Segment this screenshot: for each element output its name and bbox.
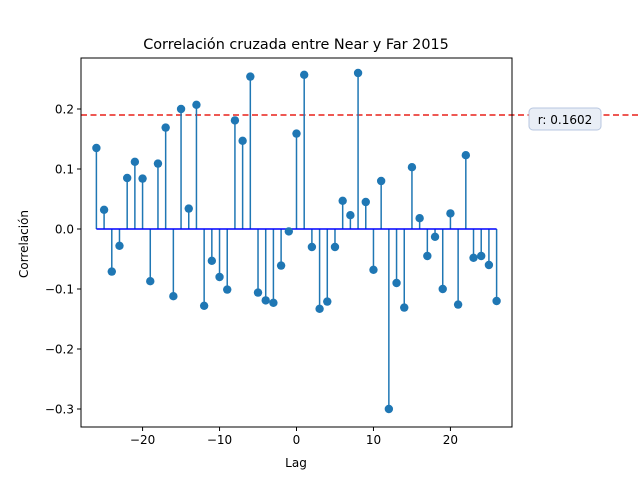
x-tick-label: −20 (130, 433, 155, 447)
y-tick-label: 0.1 (55, 163, 74, 177)
stem-marker (307, 242, 317, 252)
stem-marker (415, 214, 424, 223)
stem-marker (207, 256, 217, 265)
stem-marker (107, 267, 116, 276)
stem-marker (299, 70, 309, 80)
x-tick-label: 10 (366, 433, 381, 447)
stem-marker (492, 296, 501, 306)
stem-marker (122, 173, 132, 183)
stem-marker (130, 157, 140, 166)
stem-marker (184, 204, 193, 213)
plot-area (81, 68, 640, 414)
stem-marker (192, 100, 201, 110)
stem-marker (284, 227, 294, 236)
stem-marker (469, 253, 478, 262)
stem-marker (392, 278, 401, 288)
axes-frame (80, 57, 513, 428)
stem-marker (446, 209, 455, 218)
stem-marker (223, 285, 232, 294)
stem-marker (146, 277, 155, 286)
x-tick-label: −10 (207, 433, 232, 447)
stem-marker (346, 211, 355, 220)
threshold-badge: r: 0.1602 (528, 107, 602, 131)
stem-marker (477, 251, 486, 261)
stem-marker (453, 300, 463, 309)
stem-marker (261, 296, 270, 305)
stem-marker (430, 232, 440, 241)
x-tick-label: 0 (293, 433, 301, 447)
stem-marker (407, 163, 417, 172)
stem-marker (338, 196, 347, 205)
stem-marker (215, 272, 224, 282)
stem-marker (115, 241, 124, 250)
stem-marker (199, 301, 209, 310)
threshold-badge-text: r: 0.1602 (538, 113, 593, 127)
stem-marker (376, 176, 386, 186)
threshold-badge-box (528, 107, 602, 131)
y-tick-label: −0.2 (45, 343, 74, 357)
stem-marker (230, 116, 240, 125)
stem-marker (292, 129, 301, 138)
stem-marker (176, 104, 186, 114)
stem-marker (99, 205, 109, 214)
stem-marker (323, 297, 332, 306)
y-tick-label: 0.2 (55, 103, 74, 117)
stem-marker (361, 197, 370, 207)
stem-marker (384, 404, 394, 414)
stem-marker (315, 304, 324, 313)
stem-marker (138, 174, 147, 183)
stem-marker (276, 261, 286, 270)
stem-marker (330, 242, 340, 252)
stem-marker (438, 284, 447, 294)
y-tick-label: 0.0 (55, 223, 74, 237)
x-tick-label: 20 (443, 433, 458, 447)
stem-marker (269, 298, 278, 307)
chart-title: Correlación cruzada entre Near y Far 201… (143, 37, 449, 53)
stem-marker (400, 303, 409, 312)
axes: −20 −10 0 10 20 −0.3 −0.2 −0.1 0.0 0.1 0.2 (45, 57, 513, 447)
stem-marker (246, 72, 255, 81)
stem-marker (253, 288, 263, 297)
stem-marker (353, 68, 363, 78)
stem-marker (461, 151, 471, 160)
y-tick-label: −0.1 (45, 283, 74, 297)
stem-marker (238, 136, 247, 145)
y-axis-label: Correlación (17, 210, 31, 278)
x-axis-label: Lag (285, 456, 307, 470)
stem-marker (92, 143, 101, 153)
stem-marker (484, 260, 494, 270)
stem-marker (153, 159, 163, 168)
stem-marker (423, 251, 432, 261)
y-tick-label: −0.3 (45, 403, 74, 417)
stem-marker (161, 123, 170, 132)
stem-marker (369, 265, 378, 274)
stem-marker (169, 292, 178, 301)
